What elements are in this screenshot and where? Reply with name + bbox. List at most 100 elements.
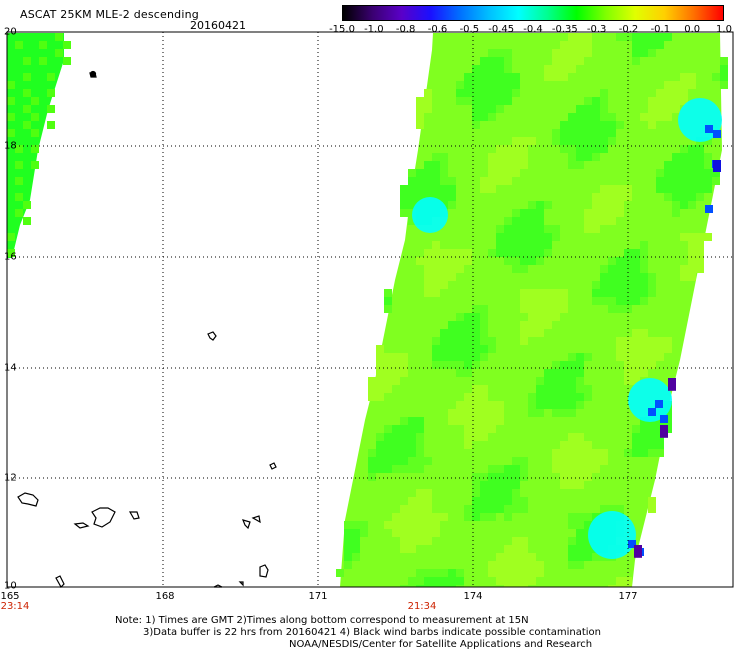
swath-cell (544, 385, 552, 393)
swath-cell (456, 569, 464, 577)
swath-cell (464, 321, 472, 329)
swath-cell (640, 329, 648, 337)
swath-cell (384, 353, 392, 361)
swath-cell (448, 337, 456, 345)
swath-cell (568, 145, 576, 153)
island-outline (89, 70, 97, 78)
swath-cell (7, 113, 15, 121)
swath-cell (536, 201, 544, 209)
swath-cell (656, 185, 664, 193)
swath-cell (576, 377, 584, 385)
swath-cell (536, 305, 544, 313)
swath-cell (680, 193, 688, 201)
lon-label-177: 177 (618, 591, 638, 602)
swath-cell (632, 289, 640, 297)
swath-cell (496, 73, 504, 81)
swath-cell (480, 73, 488, 81)
swath-cell (416, 169, 424, 177)
swath-cell (696, 161, 704, 169)
swath-cell (632, 369, 640, 377)
swath-cell (552, 393, 560, 401)
swath-cell (448, 273, 456, 281)
colorbar-label: -0.3 (586, 24, 607, 35)
swath-blue-cell (713, 130, 721, 138)
swath-cell (528, 313, 536, 321)
swath-cell (31, 97, 39, 105)
swath-cell (520, 265, 528, 273)
swath-cell (584, 441, 592, 449)
swath-cell (560, 145, 568, 153)
swath-cell (400, 505, 408, 513)
swath-cell (352, 545, 360, 553)
swath-cell (648, 441, 656, 449)
swath-cell (488, 425, 496, 433)
swath-cell (408, 585, 416, 587)
swath-cell (456, 337, 464, 345)
swath-cell (664, 161, 672, 169)
swath-cell (488, 161, 496, 169)
swath-cell (672, 89, 680, 97)
swath-cell (496, 65, 504, 73)
swath-cell (424, 537, 432, 545)
swath-cell (512, 81, 520, 89)
swath-cell (504, 241, 512, 249)
swath-cell (416, 537, 424, 545)
swath-cell (31, 129, 39, 137)
colorbar-label: -0.2 (618, 24, 639, 35)
swath-cell (640, 345, 648, 353)
swath-cell (632, 257, 640, 265)
swath-cell (520, 473, 528, 481)
swath-cell (672, 185, 680, 193)
swath-cell (648, 425, 656, 433)
swath-cell (600, 505, 608, 513)
swath-cell (496, 465, 504, 473)
swath-cell (15, 145, 23, 153)
swath-cell (448, 409, 456, 417)
swath-cell (512, 553, 520, 561)
swath-cell (392, 377, 400, 385)
map-title: ASCAT 25KM MLE-2 descending (20, 8, 199, 21)
swath-cell (640, 361, 648, 369)
swath-cell (432, 513, 440, 521)
island-outline (128, 511, 140, 520)
swath-cell (496, 577, 504, 585)
swath-cell (528, 201, 536, 209)
swath-cell (488, 89, 496, 97)
swath-cell (568, 561, 576, 569)
swath-cell (656, 41, 664, 49)
swath-cell (560, 137, 568, 145)
colorbar-label: -0.5 (459, 24, 480, 35)
swath-cell (456, 97, 464, 105)
swath-cell (480, 401, 488, 409)
swath-cell (480, 489, 488, 497)
colorbar-label: -1.0 (364, 24, 384, 35)
swath-cell (664, 337, 672, 345)
swath-cell (584, 473, 592, 481)
swath-cell (592, 281, 600, 289)
swath-cell (400, 209, 408, 217)
swath-cell (536, 313, 544, 321)
swath-cell (472, 113, 480, 121)
swath-cell (584, 41, 592, 49)
swath-cell (608, 585, 616, 587)
swath-cell (656, 449, 664, 457)
swath-cell (672, 153, 680, 161)
swath-cell (600, 145, 608, 153)
swath-cell (448, 361, 456, 369)
swath-cell (544, 289, 552, 297)
swath-cell (440, 281, 448, 289)
swath-cell (576, 465, 584, 473)
swath-cell (416, 521, 424, 529)
swath-cell (504, 97, 512, 105)
colorbar-label: -0.6 (427, 24, 448, 35)
swath-cell (376, 393, 384, 401)
swath-cell (416, 97, 424, 105)
swath-cell (360, 521, 368, 529)
swath-cell (488, 113, 496, 121)
swath-cell (584, 457, 592, 465)
swath-cell (568, 121, 576, 129)
swath-cell (456, 401, 464, 409)
swath-cell (512, 265, 520, 273)
swath-cell (400, 521, 408, 529)
